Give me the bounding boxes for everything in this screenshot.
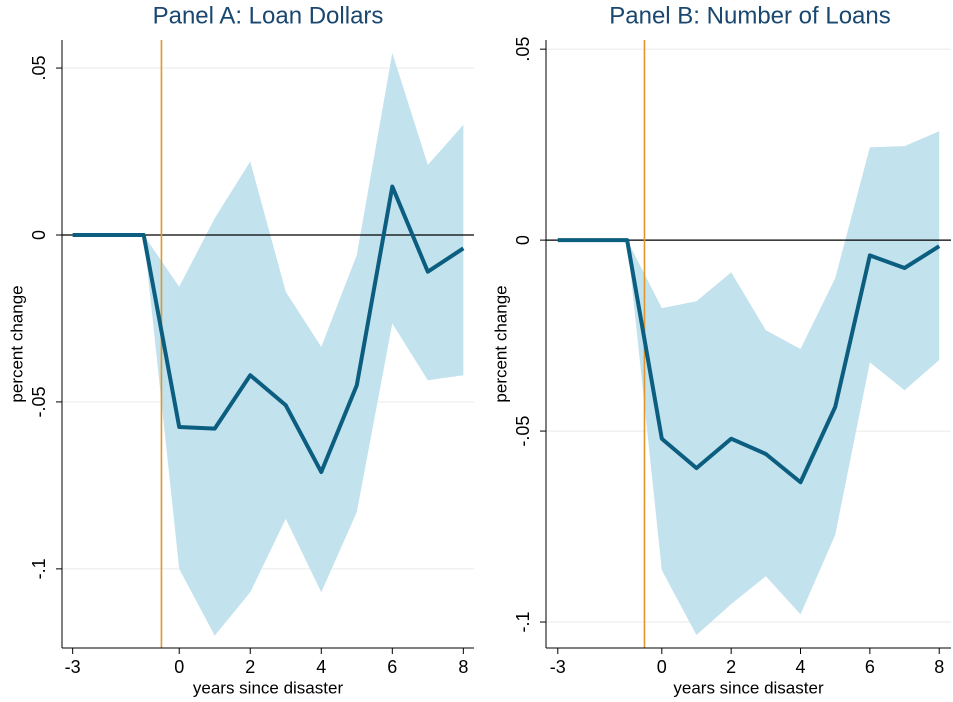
y-tick-label: .05 [513,37,533,62]
y-tick-label: -.05 [513,416,533,447]
x-tick-label: 2 [245,657,255,677]
x-tick-label: 0 [657,657,667,677]
chart-title: Panel B: Number of Loans [609,2,891,29]
x-axis-label: years since disaster [193,678,344,697]
y-tick-label: -.1 [513,612,533,633]
x-tick-label: 0 [174,657,184,677]
y-tick-label: 0 [29,230,49,240]
x-tick-label: 4 [796,657,806,677]
estimate-line [72,184,465,475]
x-tick-label: 8 [458,657,468,677]
y-tick-label: .05 [29,56,49,81]
x-tick-label: 8 [934,657,944,677]
x-axis-label: years since disaster [673,678,824,697]
confidence-band [143,53,464,636]
confidence-band [627,131,940,636]
x-tick-label: -3 [550,657,566,677]
x-tick-label: 2 [726,657,736,677]
chart-title: Panel A: Loan Dollars [153,2,384,29]
x-tick-label: 6 [387,657,397,677]
y-axis-label: percent change [491,285,510,402]
y-tick-label: 0 [513,235,533,245]
estimate-line [557,238,941,485]
x-tick-label: 6 [865,657,875,677]
x-tick-label: -3 [65,657,81,677]
y-tick-label: -.1 [29,558,49,579]
y-axis-label: percent change [7,285,26,402]
y-tick-label: -.05 [29,386,49,417]
x-tick-label: 4 [316,657,326,677]
